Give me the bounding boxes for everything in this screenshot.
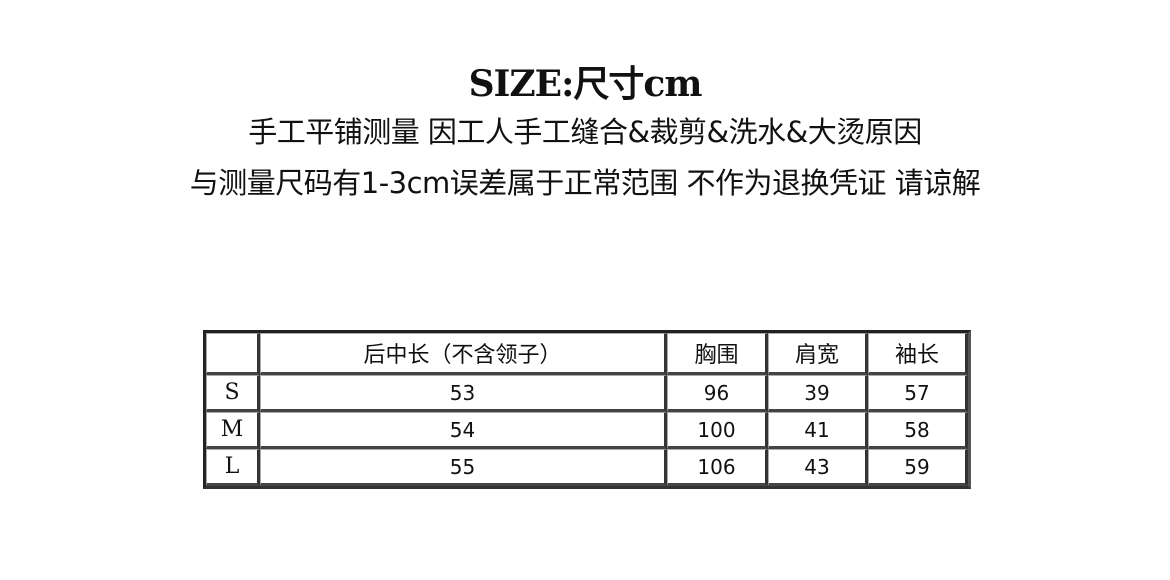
header-cell-chest: 胸围 [667,333,768,375]
size-label: L [206,449,260,486]
table-cell: 59 [868,449,968,486]
size-label: S [206,375,260,412]
header-cell-shoulder: 肩宽 [768,333,868,375]
table-row: L 55 106 43 59 [206,449,968,486]
header-cell-size [206,333,260,375]
table-cell: 96 [667,375,768,412]
header-cell-sleeve: 袖长 [868,333,968,375]
table-cell: 55 [260,449,667,486]
table-cell: 39 [768,375,868,412]
tolerance-note: 与测量尺码有1-3cm误差属于正常范围 不作为退换凭证 请谅解 [189,166,981,200]
size-label: M [206,412,260,449]
table-cell: 57 [868,375,968,412]
table-cell: 53 [260,375,667,412]
table-cell: 41 [768,412,868,449]
table-header-row: 后中长（不含领子） 胸围 肩宽 袖长 [206,333,968,375]
table-cell: 43 [768,449,868,486]
table-cell: 58 [868,412,968,449]
page-title: SIZE:尺寸cm [468,63,703,105]
table-row: S 53 96 39 57 [206,375,968,412]
header-cell-length: 后中长（不含领子） [260,333,667,375]
size-table: 后中长（不含领子） 胸围 肩宽 袖长 S 53 96 39 57 M 54 10… [203,330,971,489]
table-row: M 54 100 41 58 [206,412,968,449]
table-cell: 106 [667,449,768,486]
table-cell: 54 [260,412,667,449]
table-cell: 100 [667,412,768,449]
measurement-note: 手工平铺测量 因工人手工缝合&裁剪&洗水&大烫原因 [248,115,922,149]
